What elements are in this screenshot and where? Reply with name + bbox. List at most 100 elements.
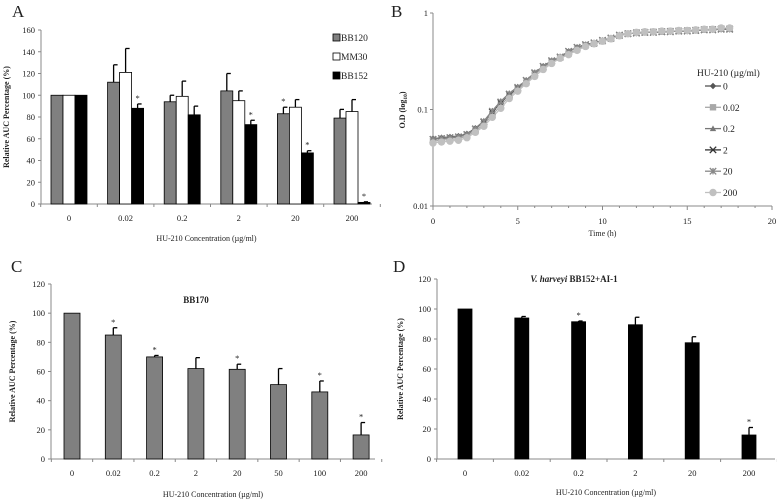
legend-swatch xyxy=(332,33,341,42)
y-tick-label: 40 xyxy=(37,396,46,406)
significance-star: * xyxy=(135,93,139,103)
chart-title-italic: V. harveyi xyxy=(530,274,567,284)
panel-d: D 0 20 40 60 80 100 120 0 0.02 0.2 * 2 20 200 * HU-210 C… xyxy=(393,257,777,497)
data-point xyxy=(709,82,717,90)
y-axis-label-end: ) xyxy=(398,91,407,94)
legend-label: MM30 xyxy=(341,53,368,63)
legend-swatch xyxy=(332,71,341,80)
y-tick-label: 0 xyxy=(31,199,35,209)
panel-c: C 0 20 40 60 80 100 120 0 0.02 * 0.2 * 2 20 * 50 100 * 200 *… xyxy=(8,257,383,499)
y-tick-label: 120 xyxy=(32,279,45,289)
x-tick-label: 0.2 xyxy=(149,468,160,478)
significance-star: * xyxy=(576,310,580,320)
y-tick-label: 1 xyxy=(424,8,428,18)
bar xyxy=(457,308,473,460)
x-tick-label: 20 xyxy=(233,468,242,478)
data-point xyxy=(590,40,598,48)
x-axis-label: HU-210 Concentration (µg/ml) xyxy=(556,488,656,497)
data-point xyxy=(514,87,522,95)
x-tick-label: 2 xyxy=(237,213,241,223)
bar xyxy=(684,342,700,460)
bar xyxy=(270,384,287,460)
legend-label: 200 xyxy=(723,189,738,199)
series-20 xyxy=(429,25,734,144)
y-tick-label: 40 xyxy=(423,394,432,404)
data-point xyxy=(666,27,674,35)
panel-label: B xyxy=(391,2,402,21)
panel-label: D xyxy=(393,257,405,276)
bar xyxy=(74,94,88,205)
legend-label: 0.02 xyxy=(723,104,740,114)
legend-label: 2 xyxy=(723,146,728,156)
data-point xyxy=(437,138,446,146)
data-point xyxy=(488,107,496,115)
bar xyxy=(232,100,246,205)
y-axis-label-sub: 10 xyxy=(403,94,409,100)
y-tick-label: 120 xyxy=(418,274,431,284)
significance-star: * xyxy=(152,344,156,354)
bar xyxy=(311,391,329,460)
data-point xyxy=(581,42,590,51)
bar xyxy=(352,434,370,460)
data-point xyxy=(708,25,717,33)
panel-a: A 0 20 40 60 80 100 120 140 160 0 0.02 * 0.2 2 * 20 * * 200… xyxy=(2,2,381,243)
bar xyxy=(244,124,258,205)
bar xyxy=(288,106,302,205)
series-0 xyxy=(429,25,733,142)
chart-title-rest: BB152+AI-1 xyxy=(567,274,618,284)
y-tick-label: 20 xyxy=(27,177,36,187)
significance-star: * xyxy=(359,412,363,422)
x-tick-label: 0.2 xyxy=(573,468,584,478)
bar xyxy=(63,312,81,460)
bar xyxy=(107,81,120,205)
y-tick-label: 0.01 xyxy=(413,201,428,211)
y-axis-label: Relative AUC Percentage (%) xyxy=(8,320,17,422)
y-tick-label: 40 xyxy=(27,156,36,166)
data-point xyxy=(709,125,717,132)
x-tick-label: 50 xyxy=(274,468,283,478)
bar xyxy=(741,434,757,460)
data-point xyxy=(649,28,658,36)
legend-label: 0 xyxy=(723,83,728,93)
bar xyxy=(357,201,371,205)
chart-title: BB170 xyxy=(183,295,209,305)
bar xyxy=(104,334,122,460)
x-tick-label: 20 xyxy=(688,468,697,478)
data-point xyxy=(505,94,513,103)
bar xyxy=(345,111,359,205)
x-tick-label: 0 xyxy=(463,468,467,478)
bar xyxy=(131,107,145,205)
data-point xyxy=(692,26,700,34)
legend-swatch xyxy=(332,52,341,61)
bar xyxy=(50,94,64,205)
data-point xyxy=(717,24,725,32)
y-tick-label: 140 xyxy=(22,47,35,57)
bar xyxy=(163,101,177,205)
y-tick-label: 100 xyxy=(32,308,45,318)
series-200 xyxy=(429,24,734,147)
significance-star: * xyxy=(281,96,285,106)
x-axis-label: Time (h) xyxy=(589,229,617,238)
significance-star: * xyxy=(235,353,239,363)
data-point xyxy=(564,50,573,59)
x-tick-label: 0.02 xyxy=(118,213,133,223)
x-tick-label: 2 xyxy=(633,468,637,478)
bar xyxy=(300,152,314,205)
bar xyxy=(175,95,189,205)
data-point xyxy=(573,46,581,55)
y-axis-label-main: O.D (log xyxy=(398,100,407,129)
y-tick-label: 60 xyxy=(37,367,46,377)
x-tick-label: 5 xyxy=(516,216,520,226)
y-tick-label: 0.1 xyxy=(417,105,428,115)
x-tick-label: 0.02 xyxy=(106,468,121,478)
y-tick-label: 120 xyxy=(22,69,35,79)
data-point xyxy=(700,25,708,33)
significance-star: * xyxy=(362,191,366,201)
x-tick-label: 2 xyxy=(194,468,198,478)
bar xyxy=(571,321,586,460)
x-tick-label: 200 xyxy=(346,213,359,223)
data-point xyxy=(488,113,497,122)
bar xyxy=(146,356,164,460)
data-point xyxy=(675,26,683,35)
data-point xyxy=(556,54,564,62)
